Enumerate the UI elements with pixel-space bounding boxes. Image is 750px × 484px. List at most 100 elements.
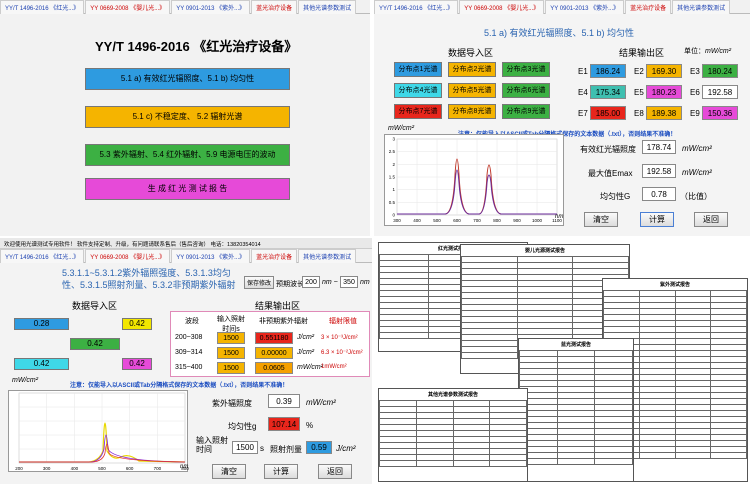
uv-irr-unit: mW/cm² — [306, 398, 336, 407]
tab-uv-2[interactable]: YY 0901-2013 《紫外...》 — [545, 0, 625, 14]
tab-other-2[interactable]: 其他光谱参数测试 — [672, 0, 731, 14]
row-time-input[interactable]: 1500 — [217, 347, 245, 359]
uv-line-red — [19, 443, 186, 463]
point-8-button[interactable]: 分布点8光谱 — [448, 104, 496, 119]
report-other-title: 其他光谱参数测试报告 — [427, 392, 478, 398]
uv-input-2[interactable]: 0.42 — [122, 318, 152, 330]
tab-infant-3[interactable]: YY 0669-2008 《婴儿光...》 — [85, 249, 171, 263]
tab-red-light-3[interactable]: YY/T 1496-2016 《红光...》 — [0, 249, 85, 263]
uv-unif-label: 均匀性g — [228, 422, 257, 431]
e6-value: 192.58 — [702, 85, 738, 99]
row-time-input[interactable]: 1500 — [217, 362, 245, 374]
uv-input-1[interactable]: 0.28 — [14, 318, 69, 330]
uv-input-5[interactable]: 0.42 — [122, 358, 152, 370]
hdr-band: 波段 — [185, 318, 199, 325]
uv-infrared-button[interactable]: 5.3 紫外辐射、5.4 红外辐射、5.9 电源电压的波动 — [85, 144, 290, 166]
point-6-button[interactable]: 分布点6光谱 — [502, 83, 550, 98]
svg-text:1100: 1100 — [552, 218, 562, 223]
svg-text:300: 300 — [393, 218, 401, 223]
row-unit: J/cm² — [297, 349, 315, 356]
e2-label: E2 — [634, 67, 644, 76]
point-9-button[interactable]: 分布点9光谱 — [502, 104, 550, 119]
point-3-button[interactable]: 分布点3光谱 — [502, 62, 550, 77]
e3-value: 180.24 — [702, 64, 738, 78]
point-7-button[interactable]: 分布点7光谱 — [394, 104, 442, 119]
tab-blue-light-2[interactable]: 蓝光治疗设备 — [625, 0, 672, 14]
instability-button[interactable]: 5.1 c) 不稳定度、 5.2 辐射光谱 — [85, 106, 290, 128]
svg-text:600: 600 — [453, 218, 461, 223]
uv-input-4[interactable]: 0.42 — [14, 358, 69, 370]
time-input[interactable]: 1500 — [232, 441, 258, 454]
row-band: 200~308 — [175, 334, 203, 341]
e3-label: E3 — [690, 67, 700, 76]
tab-infant-2[interactable]: YY 0669-2008 《婴儿光...》 — [459, 0, 545, 14]
table-row — [519, 458, 633, 465]
tab-blue-light[interactable]: 蓝光治疗设备 — [251, 0, 298, 14]
calculate-button[interactable]: 计算 — [640, 212, 674, 227]
y-unit: mW/cm² — [388, 125, 415, 132]
uv-line-yellow — [19, 422, 186, 463]
dose-unit: J/cm² — [336, 444, 356, 453]
report-red-title: 红光测试报告 — [437, 246, 468, 252]
report-blue-title: 蓝光测试报告 — [560, 342, 591, 348]
eff-label: 有效红光辐照度 — [580, 145, 636, 154]
tab-uv-3[interactable]: YY 0901-2013 《紫外...》 — [171, 249, 251, 263]
wave-to-input[interactable]: 350 — [340, 276, 358, 288]
import-title: 数据导入区 — [448, 48, 494, 58]
report-blue-table — [519, 350, 633, 465]
row-value: 0.00000 — [255, 347, 293, 359]
unif-value: 0.78 — [642, 187, 676, 201]
uv-unif-unit: % — [306, 421, 314, 430]
hdr-limit: 辐射限值 — [329, 318, 357, 325]
point-2-button[interactable]: 分布点2光谱 — [448, 62, 496, 77]
svg-text:500: 500 — [98, 466, 106, 471]
tab-other[interactable]: 其他光谱参数测试 — [298, 0, 357, 14]
eff-value: 178.74 — [642, 140, 676, 154]
row-limit: 6.3 × 10⁻²J/cm² — [321, 350, 363, 356]
svg-text:0: 0 — [392, 213, 395, 218]
svg-text:400: 400 — [71, 466, 79, 471]
return-button[interactable]: 返回 — [694, 212, 728, 227]
tab-uv[interactable]: YY 0901-2013 《紫外...》 — [171, 0, 251, 14]
e2-value: 169.30 — [646, 64, 682, 78]
wave-from-input[interactable]: 200 — [302, 276, 320, 288]
dose-label: 照射剂量 — [270, 445, 302, 454]
uv-input-3[interactable]: 0.42 — [70, 338, 120, 350]
clear-button[interactable]: 清空 — [584, 212, 618, 227]
tab-bar-3: YY/T 1496-2016 《红光...》 YY 0669-2008 《婴儿光.… — [0, 249, 372, 263]
svg-text:1000: 1000 — [532, 218, 543, 223]
uv-spectrum-chart: 200 300 400 500 600 700 800 — [8, 390, 189, 472]
tab-red-light-2[interactable]: YY/T 1496-2016 《红光...》 — [374, 0, 459, 14]
import-note: 注意：仅能导入以ASCII或Tab分隔格式保存的文本数据（.txt），否则结果不… — [458, 132, 677, 138]
point-1-button[interactable]: 分布点1光谱 — [394, 62, 442, 77]
tab-infant[interactable]: YY 0669-2008 《婴儿光...》 — [85, 0, 171, 14]
import-title-3: 数据导入区 — [72, 301, 118, 311]
uv-return-button[interactable]: 返回 — [318, 464, 352, 479]
tab-bar: YY/T 1496-2016 《红光...》 YY 0669-2008 《婴儿光.… — [0, 0, 370, 14]
svg-text:3: 3 — [392, 137, 395, 142]
point-4-button[interactable]: 分布点4光谱 — [394, 83, 442, 98]
save-edit-button[interactable]: 保存修改 — [244, 276, 274, 289]
section-subtitle: 5.1 a) 有效红光辐照度、5.1 b) 均匀性 — [484, 28, 635, 38]
uv-calculate-button[interactable]: 计算 — [264, 464, 298, 479]
uv-subtitle: 5.3.1.1~5.3.1.2紫外辐照强度、5.3.1.3均匀性、5.3.1.5… — [62, 268, 236, 290]
x-unit: nm — [555, 214, 564, 220]
emax-unit: mW/cm² — [682, 168, 712, 177]
uniformity-button[interactable]: 5.1 a) 有效红光辐照度、5.1 b) 均匀性 — [85, 68, 290, 90]
report-uv-title: 紫外测试报告 — [659, 282, 690, 288]
tab-other-3[interactable]: 其他光谱参数测试 — [298, 249, 357, 263]
e8-value: 189.38 — [646, 106, 682, 120]
page-title: YY/T 1496-2016 《红光治疗设备》 — [95, 39, 298, 54]
report-button[interactable]: 生 成 红 光 测 试 报 告 — [85, 178, 290, 200]
report-other: 其他光谱参数测试报告 — [378, 388, 528, 482]
svg-text:400: 400 — [413, 218, 421, 223]
tab-blue-light-3[interactable]: 蓝光治疗设备 — [251, 249, 298, 263]
time-unit: s — [260, 444, 264, 453]
e7-label: E7 — [578, 109, 588, 118]
e8-label: E8 — [634, 109, 644, 118]
e5-label: E5 — [634, 88, 644, 97]
row-time-input[interactable]: 1500 — [217, 332, 245, 344]
tab-red-light[interactable]: YY/T 1496-2016 《红光...》 — [0, 0, 85, 14]
point-5-button[interactable]: 分布点5光谱 — [448, 83, 496, 98]
uv-clear-button[interactable]: 清空 — [212, 464, 246, 479]
